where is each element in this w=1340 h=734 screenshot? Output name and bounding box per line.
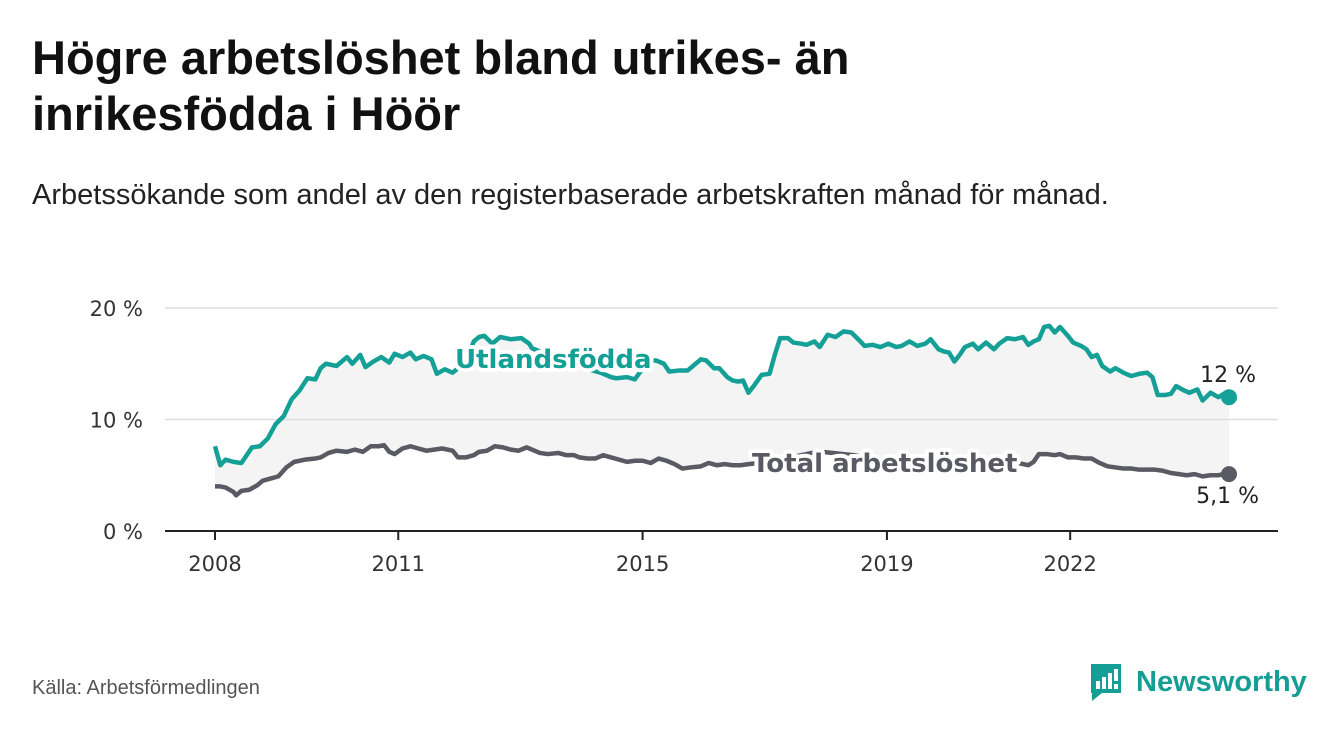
chart-title: Högre arbetslöshet bland utrikes- än inr… bbox=[32, 31, 850, 140]
x-tick-label-2019: 2019 bbox=[860, 552, 913, 576]
series-line-total bbox=[215, 442, 1229, 498]
x-tick-label-2011: 2011 bbox=[372, 552, 425, 576]
series-label-total: Total arbetslöshet bbox=[752, 449, 1017, 479]
x-tick-label-2015: 2015 bbox=[616, 552, 669, 576]
endpoint-marker-utlandsfodda bbox=[1221, 389, 1237, 406]
source-note: Källa: Arbetsförmedlingen bbox=[32, 677, 260, 699]
end-label-utlandsfodda: 12 % bbox=[1200, 363, 1256, 388]
brand-name: Newsworthy bbox=[1136, 665, 1307, 698]
newsworthy-logo-icon bbox=[1091, 664, 1121, 701]
x-tick-label-2008: 2008 bbox=[188, 552, 241, 576]
x-tick-label-2022: 2022 bbox=[1043, 552, 1096, 576]
brand-logo: Newsworthy bbox=[1088, 660, 1307, 704]
series-label-utlandsfodda-halo: Utlandsfödda bbox=[455, 345, 652, 375]
gap-band bbox=[215, 325, 1229, 496]
end-label-total: 5,1 % bbox=[1196, 484, 1259, 509]
series-line-utlandsfodda bbox=[212, 323, 1231, 468]
series-label-total-halo: Total arbetslöshet bbox=[752, 449, 1017, 479]
y-tick-label-0: 0 % bbox=[103, 520, 143, 544]
series-label-utlandsfodda: Utlandsfödda bbox=[455, 345, 652, 375]
chart-subtitle: Arbetssökande som andel av den registerb… bbox=[32, 179, 1109, 211]
y-tick-label-20: 20 % bbox=[90, 297, 143, 321]
endpoint-marker-total bbox=[1221, 466, 1237, 483]
y-tick-label-10: 10 % bbox=[90, 409, 143, 433]
